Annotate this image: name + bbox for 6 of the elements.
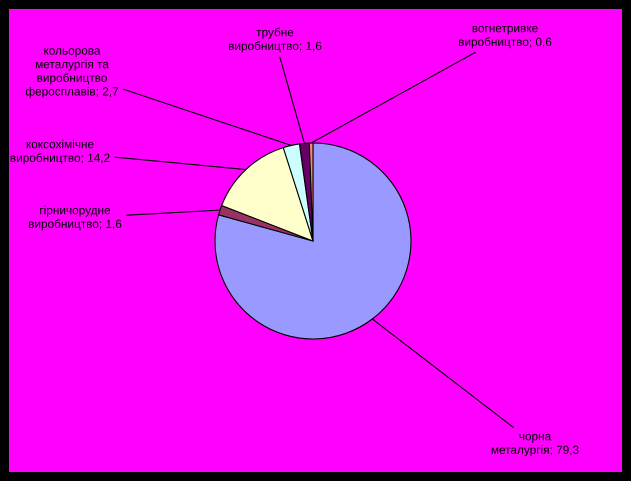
slice-label: коксохімічне виробництво; 14,2 xyxy=(10,140,110,164)
slice-label: вогнетривке виробництво; 0,6 xyxy=(458,26,552,48)
slice-label: трубне виробництво; 1,6 xyxy=(228,28,322,52)
slice-label: кольорова металургія та виробництво феросплавів; 2,7 xyxy=(26,48,118,98)
slice-label: чорна металургія; 79,3 xyxy=(492,434,579,456)
slice-label: гірничорудне виробництво; 1,6 xyxy=(28,206,122,230)
